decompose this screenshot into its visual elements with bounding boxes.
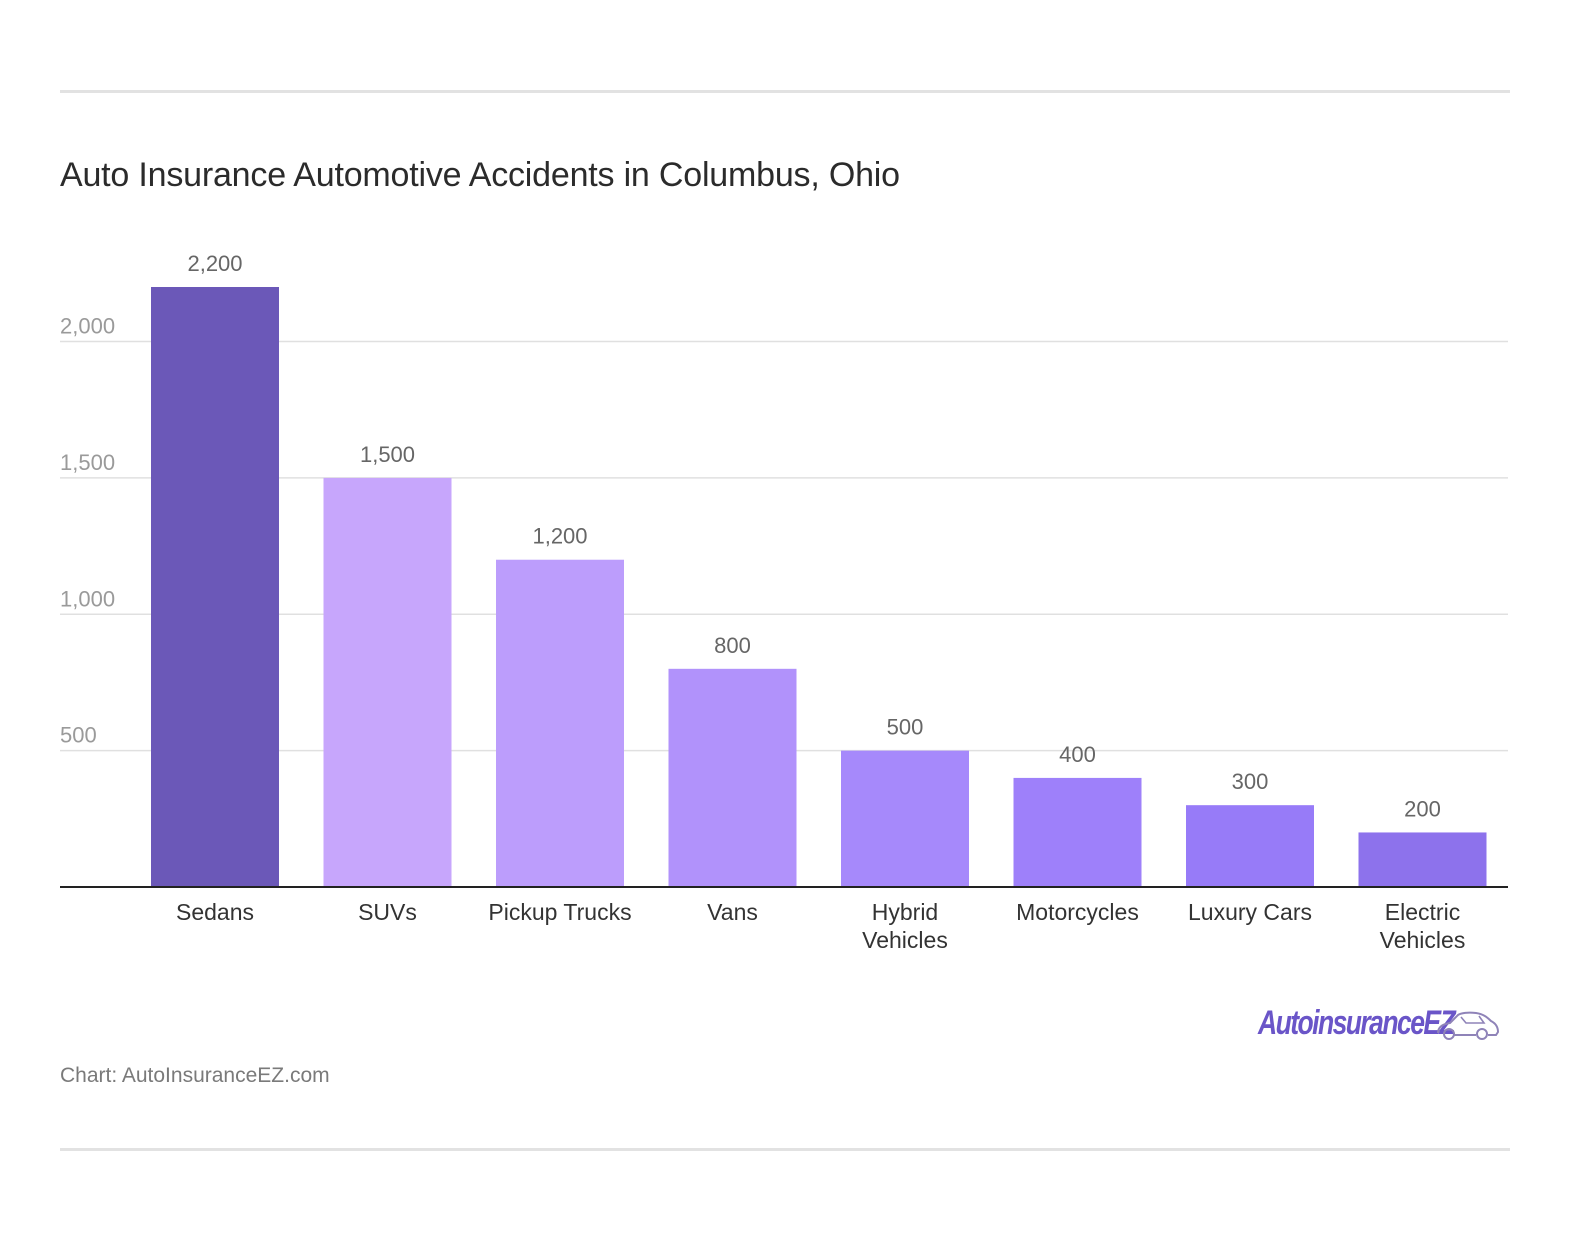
bar: [668, 668, 797, 887]
bar: [1013, 777, 1142, 887]
value-label: 400: [1059, 742, 1096, 767]
y-tick-label: 2,000: [60, 314, 115, 339]
logo-text: AutoinsuranceEZ: [1258, 1004, 1456, 1042]
value-labels: 2,200 1,500 1,200 800 500 400 300 200: [187, 251, 1440, 821]
x-tick-label: Hybrid Vehicles: [862, 899, 948, 953]
bar: [323, 477, 452, 887]
bars: [151, 287, 1487, 887]
bar: [841, 750, 969, 887]
chart-source: Chart: AutoInsuranceEZ.com: [60, 1064, 330, 1087]
x-tick-label: Electric Vehicles: [1380, 899, 1466, 953]
x-tick-label: Vans: [707, 899, 758, 925]
y-axis-ticks: 500 1,000 1,500 2,000: [60, 314, 115, 748]
x-tick-label: Sedans: [176, 899, 254, 925]
chart-title: Auto Insurance Automotive Accidents in C…: [60, 156, 900, 194]
value-label: 1,200: [532, 524, 587, 549]
y-tick-label: 1,000: [60, 586, 115, 611]
value-label: 1,500: [360, 442, 415, 467]
brand-logo: AutoinsuranceEZ: [1258, 1000, 1503, 1050]
bar: [1186, 805, 1314, 887]
x-tick-label: Motorcycles: [1016, 899, 1139, 925]
value-label: 300: [1232, 769, 1269, 794]
x-tick-label: Pickup Trucks: [488, 899, 631, 925]
x-tick-label: SUVs: [358, 899, 417, 925]
top-divider: [60, 90, 1510, 93]
x-axis-ticks: Sedans SUVs Pickup Trucks Vans Hybrid Vehicle…: [176, 899, 1465, 953]
y-tick-label: 500: [60, 723, 97, 748]
car-icon: [1437, 1011, 1500, 1040]
bar: [1358, 832, 1487, 887]
value-label: 200: [1404, 796, 1441, 821]
bar: [496, 559, 624, 887]
y-tick-label: 1,500: [60, 450, 115, 475]
value-label: 500: [887, 715, 924, 740]
bar: [151, 287, 279, 887]
value-label: 2,200: [187, 251, 242, 276]
x-tick-label: Luxury Cars: [1188, 899, 1312, 925]
value-label: 800: [714, 633, 751, 658]
bottom-divider: [60, 1148, 1510, 1151]
